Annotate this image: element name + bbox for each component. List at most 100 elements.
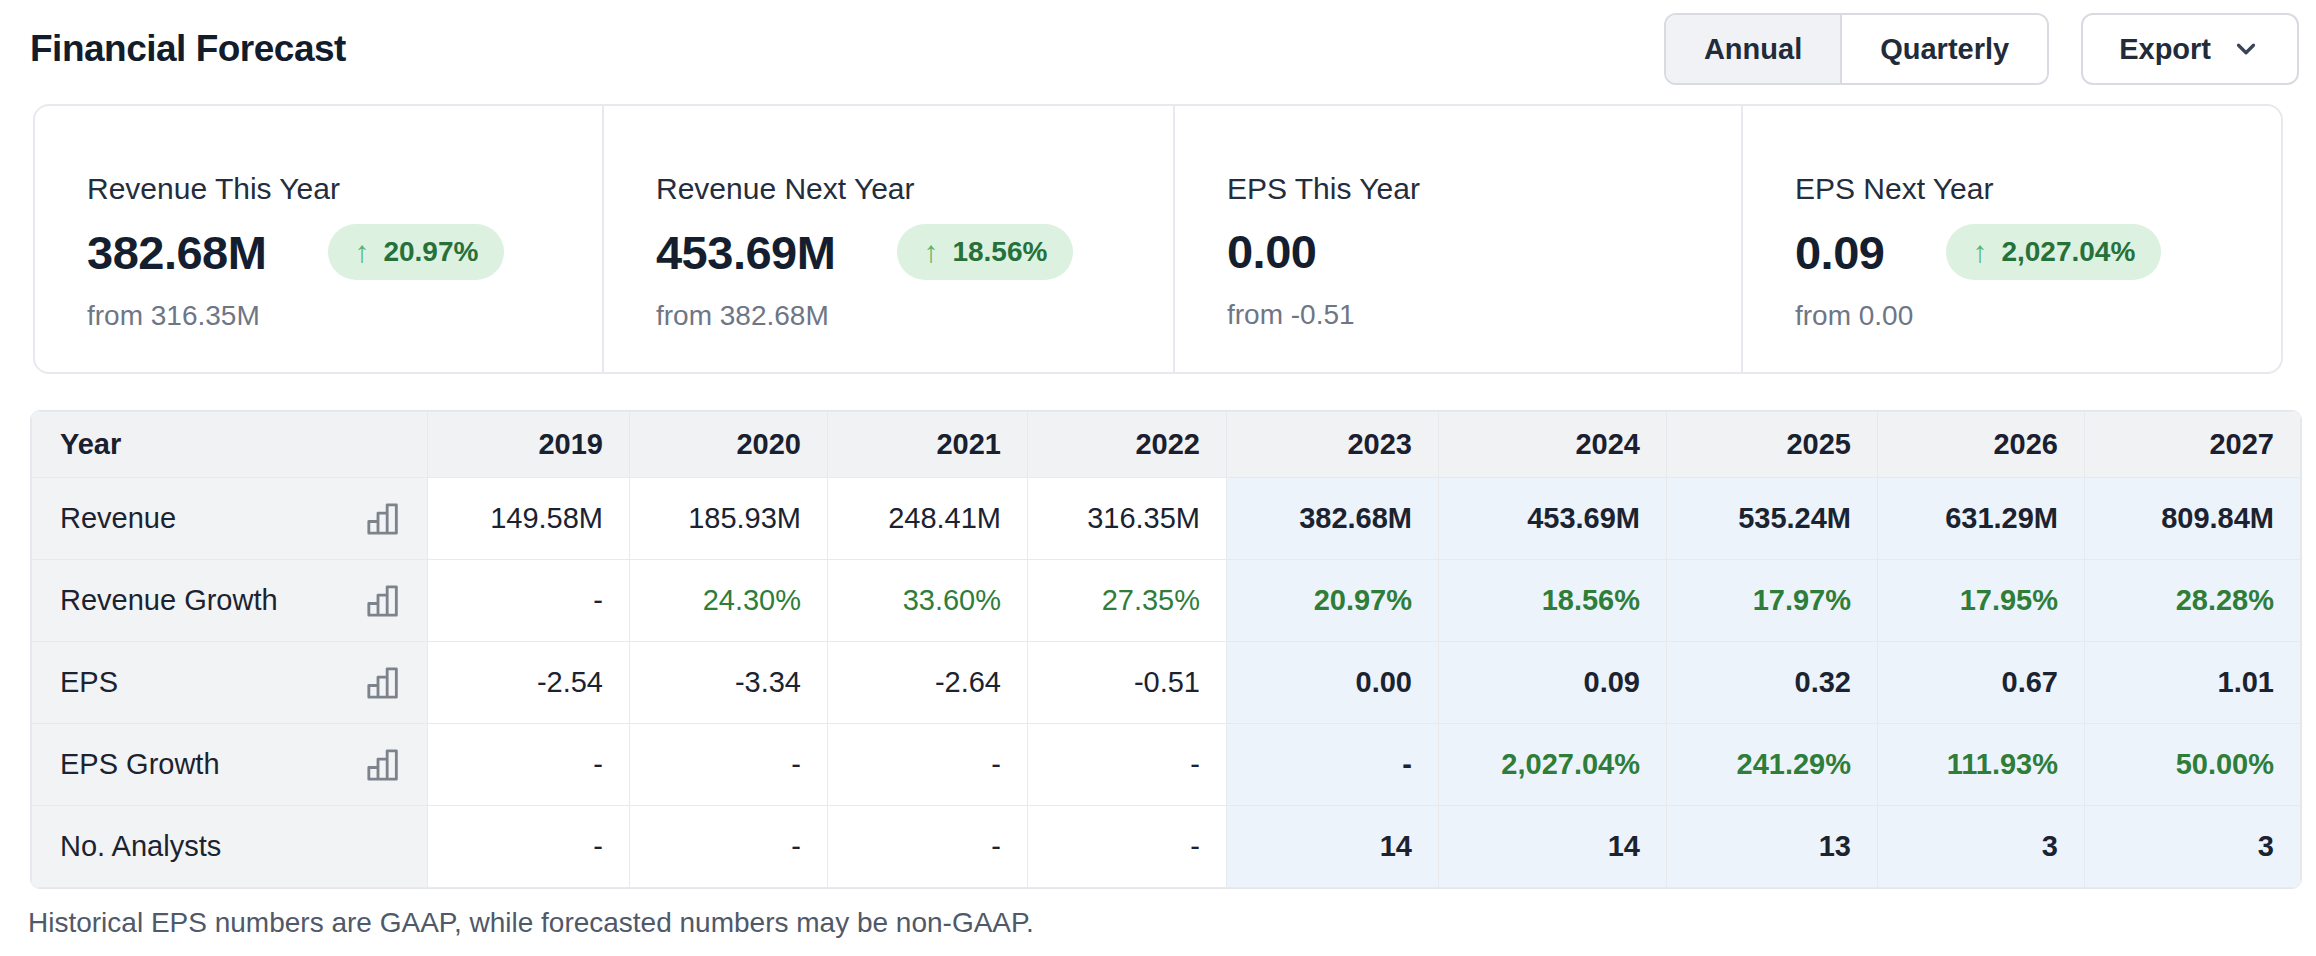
table-cell: 3: [1878, 806, 2085, 888]
export-button-label: Export: [2119, 33, 2211, 66]
page-title: Financial Forecast: [30, 28, 346, 70]
table-cell: 27.35%: [1028, 560, 1227, 642]
table-cell: 1.01: [2085, 642, 2301, 724]
bar-chart-icon[interactable]: [363, 663, 403, 703]
stat-cards: Revenue This Year 382.68M ↑ 20.97% from …: [33, 104, 2283, 374]
table-cell: -2.54: [428, 642, 630, 724]
table-cell: -: [828, 806, 1028, 888]
table-cell: 24.30%: [630, 560, 828, 642]
card-value: 382.68M: [87, 225, 266, 280]
row-label: Revenue Growth: [60, 584, 278, 617]
stat-card-revenue-next-year: Revenue Next Year 453.69M ↑ 18.56% from …: [602, 106, 1173, 372]
table-cell: 631.29M: [1878, 478, 2085, 560]
top-bar-controls: Annual Quarterly Export: [1664, 13, 2299, 85]
table-cell: -: [630, 724, 828, 806]
table-cell: 14: [1227, 806, 1439, 888]
up-arrow-icon: ↑: [923, 235, 938, 269]
table-cell: 248.41M: [828, 478, 1028, 560]
year-header-2023: 2023: [1227, 412, 1439, 478]
card-title: Revenue Next Year: [656, 172, 1133, 206]
card-from-value: from -0.51: [1227, 299, 1701, 331]
year-header-2027: 2027: [2085, 412, 2301, 478]
table-row-no-analysts: No. Analysts - - - - 14 14 13 3 3: [32, 806, 2301, 888]
card-title: Revenue This Year: [87, 172, 562, 206]
table-cell: 2,027.04%: [1439, 724, 1667, 806]
table-cell: -: [1227, 724, 1439, 806]
table-cell: 17.97%: [1667, 560, 1878, 642]
card-from-value: from 382.68M: [656, 300, 1133, 332]
table-cell: -0.51: [1028, 642, 1227, 724]
row-label-cell: EPS Growth: [32, 724, 428, 806]
table-cell: 316.35M: [1028, 478, 1227, 560]
stat-card-revenue-this-year: Revenue This Year 382.68M ↑ 20.97% from …: [35, 106, 602, 372]
table-cell: 17.95%: [1878, 560, 2085, 642]
card-value: 453.69M: [656, 225, 835, 280]
row-label: EPS: [60, 666, 118, 699]
row-label-cell: EPS: [32, 642, 428, 724]
table-cell: 20.97%: [1227, 560, 1439, 642]
table-cell: 13: [1667, 806, 1878, 888]
row-label-cell: Revenue Growth: [32, 560, 428, 642]
table-cell: 0.00: [1227, 642, 1439, 724]
table-cell: -2.64: [828, 642, 1028, 724]
year-header-2019: 2019: [428, 412, 630, 478]
card-from-value: from 0.00: [1795, 300, 2241, 332]
year-header-2026: 2026: [1878, 412, 2085, 478]
table-row-eps-growth: EPS Growth - - - - - 2,027.04% 241.29% 1…: [32, 724, 2301, 806]
year-header-2021: 2021: [828, 412, 1028, 478]
table-cell: -: [630, 806, 828, 888]
annual-toggle-button[interactable]: Annual: [1666, 15, 1842, 83]
table-cell: -: [428, 560, 630, 642]
chevron-down-icon: [2231, 34, 2261, 64]
table-cell: 33.60%: [828, 560, 1028, 642]
growth-badge: ↑ 2,027.04%: [1946, 224, 2161, 280]
table-row-revenue-growth: Revenue Growth - 24.30% 33.60% 27.35% 20…: [32, 560, 2301, 642]
growth-badge-value: 20.97%: [383, 236, 478, 268]
table-cell: 0.67: [1878, 642, 2085, 724]
table-cell: 241.29%: [1667, 724, 1878, 806]
stat-card-eps-this-year: EPS This Year 0.00 from -0.51: [1173, 106, 1741, 372]
growth-badge-value: 2,027.04%: [2001, 236, 2135, 268]
up-arrow-icon: ↑: [1972, 235, 1987, 269]
top-bar: Financial Forecast Annual Quarterly Expo…: [0, 0, 2316, 88]
table-cell: -: [1028, 806, 1227, 888]
table-cell: 50.00%: [2085, 724, 2301, 806]
table-header-row: Year 2019 2020 2021 2022 2023 2024 2025 …: [32, 412, 2301, 478]
export-button[interactable]: Export: [2081, 13, 2299, 85]
table-cell: 0.32: [1667, 642, 1878, 724]
table-row-eps: EPS -2.54 -3.34 -2.64 -0.51 0.00 0.09 0.…: [32, 642, 2301, 724]
table-cell: 535.24M: [1667, 478, 1878, 560]
row-label-cell: Revenue: [32, 478, 428, 560]
card-value: 0.00: [1227, 224, 1316, 279]
table-cell: 18.56%: [1439, 560, 1667, 642]
growth-badge-value: 18.56%: [952, 236, 1047, 268]
year-header-2020: 2020: [630, 412, 828, 478]
row-label: Revenue: [60, 502, 176, 535]
year-header-2024: 2024: [1439, 412, 1667, 478]
bar-chart-icon[interactable]: [363, 745, 403, 785]
year-header-2022: 2022: [1028, 412, 1227, 478]
row-label: No. Analysts: [60, 830, 221, 863]
table-cell: 149.58M: [428, 478, 630, 560]
table-cell: 453.69M: [1439, 478, 1667, 560]
up-arrow-icon: ↑: [354, 235, 369, 269]
card-title: EPS This Year: [1227, 172, 1701, 206]
forecast-table: Year 2019 2020 2021 2022 2023 2024 2025 …: [30, 410, 2302, 889]
table-cell: 185.93M: [630, 478, 828, 560]
quarterly-toggle-button[interactable]: Quarterly: [1842, 15, 2047, 83]
table-cell: 3: [2085, 806, 2301, 888]
table-cell: 111.93%: [1878, 724, 2085, 806]
stat-card-eps-next-year: EPS Next Year 0.09 ↑ 2,027.04% from 0.00: [1741, 106, 2281, 372]
bar-chart-icon[interactable]: [363, 581, 403, 621]
card-from-value: from 316.35M: [87, 300, 562, 332]
table-cell: -: [428, 806, 630, 888]
year-header-2025: 2025: [1667, 412, 1878, 478]
card-value: 0.09: [1795, 225, 1884, 280]
table-row-revenue: Revenue 149.58M 185.93M 248.41M 316.35M …: [32, 478, 2301, 560]
table-cell: 28.28%: [2085, 560, 2301, 642]
table-cell: 809.84M: [2085, 478, 2301, 560]
table-cell: 382.68M: [1227, 478, 1439, 560]
bar-chart-icon[interactable]: [363, 499, 403, 539]
row-label: EPS Growth: [60, 748, 220, 781]
table-cell: -: [428, 724, 630, 806]
